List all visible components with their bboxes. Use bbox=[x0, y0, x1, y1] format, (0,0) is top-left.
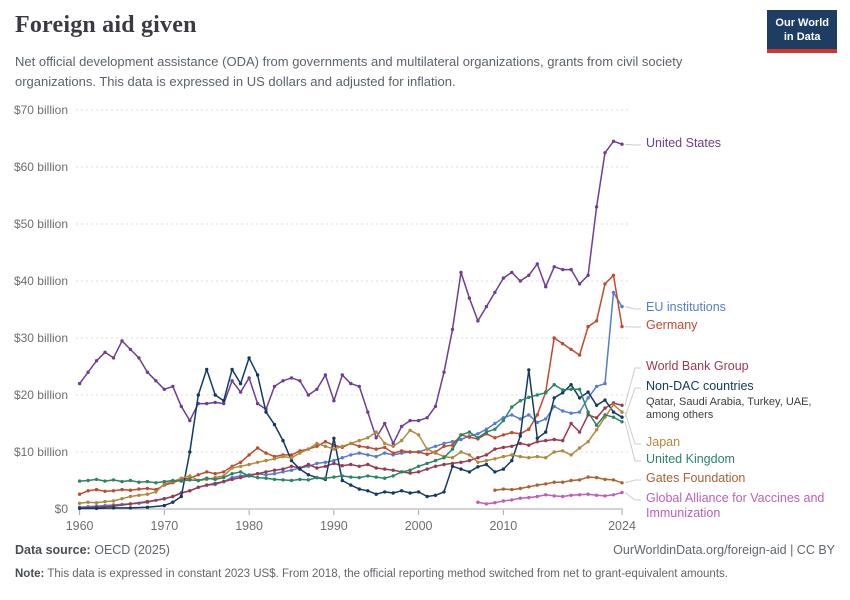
x-tick-label: 2000 bbox=[405, 519, 433, 533]
label-connector-united-states bbox=[624, 143, 641, 146]
series-label-germany[interactable]: Germany bbox=[646, 318, 698, 332]
series-label-united-kingdom[interactable]: United Kingdom bbox=[646, 452, 735, 466]
series-label-non-dac-countries[interactable]: Non-DAC countries Qatar, Saudi Arabia, Tu… bbox=[646, 379, 844, 422]
data-source: Data source: OECD (2025) bbox=[15, 543, 170, 557]
label-connector-global-alliance-for-vaccines-and-immunization bbox=[624, 492, 641, 501]
label-connector-gates-foundation bbox=[624, 479, 641, 484]
note-text: This data is expressed in constant 2023 … bbox=[47, 568, 728, 580]
note-label: Note: bbox=[15, 568, 45, 580]
owid-logo[interactable]: Our World in Data bbox=[767, 10, 837, 53]
label-connector-japan bbox=[624, 411, 641, 445]
y-tick-label: $10 billion bbox=[14, 445, 68, 459]
series-label-world-bank-group[interactable]: World Bank Group bbox=[646, 359, 749, 373]
y-tick-label: $50 billion bbox=[14, 217, 68, 231]
data-source-label: Data source: bbox=[15, 543, 91, 557]
label-connector-eu-institutions bbox=[624, 306, 641, 310]
series-label-global-alliance-for-vaccines-and-immunization[interactable]: Global Alliance for Vaccines and Immuniz… bbox=[646, 491, 825, 520]
logo-line-1: Our World bbox=[775, 17, 829, 29]
chart-subtitle: Net official development assistance (ODA… bbox=[15, 54, 683, 90]
x-tick-label: 1980 bbox=[235, 519, 263, 533]
series-line-global-alliance-for-vaccines-and-immunization[interactable] bbox=[477, 491, 623, 505]
series-label-japan[interactable]: Japan bbox=[646, 435, 681, 449]
series-label-gates-foundation[interactable]: Gates Foundation bbox=[646, 471, 746, 485]
chart-footer: Data source: OECD (2025) OurWorldinData.… bbox=[15, 543, 835, 582]
series-united-kingdom bbox=[77, 383, 624, 485]
chart-note: Note: This data is expressed in constant… bbox=[15, 566, 835, 582]
y-tick-label: $70 billion bbox=[14, 103, 68, 117]
series-label-eu-institutions[interactable]: EU institutions bbox=[646, 300, 726, 314]
data-source-value: OECD (2025) bbox=[94, 543, 170, 557]
series-line-non-dac-countries[interactable] bbox=[79, 357, 623, 510]
label-connector-united-kingdom bbox=[624, 421, 641, 462]
y-tick-label: $20 billion bbox=[14, 388, 68, 402]
series-line-eu-institutions[interactable] bbox=[79, 291, 623, 509]
credit-link[interactable]: OurWorldinData.org/foreign-aid | CC BY bbox=[613, 543, 835, 557]
y-tick-label: $30 billion bbox=[14, 331, 68, 345]
series-global-alliance-for-vaccines-and-immunization bbox=[476, 490, 624, 506]
series-line-united-states[interactable] bbox=[78, 140, 623, 445]
y-tick-label: $40 billion bbox=[14, 274, 68, 288]
x-tick-label: 1960 bbox=[66, 519, 94, 533]
logo-line-2: in Data bbox=[783, 31, 821, 44]
series-united-states bbox=[77, 139, 624, 446]
y-tick-label: $0 bbox=[55, 502, 69, 516]
x-tick-label: 2024 bbox=[608, 519, 636, 533]
label-connector-non-dac-countries bbox=[624, 387, 641, 418]
page-title: Foreign aid given bbox=[15, 12, 197, 38]
series-sublabel-non-dac-countries: Qatar, Saudi Arabia, Turkey, UAE, among … bbox=[646, 395, 812, 421]
x-tick-label: 2010 bbox=[489, 519, 517, 533]
x-tick-label: 1990 bbox=[320, 519, 348, 533]
series-gates-foundation bbox=[493, 475, 624, 492]
series-world-bank-group bbox=[77, 401, 624, 510]
y-tick-label: $60 billion bbox=[14, 160, 68, 174]
series-label-united-states[interactable]: United States bbox=[646, 136, 722, 150]
x-tick-label: 1970 bbox=[150, 519, 178, 533]
series-line-united-kingdom[interactable] bbox=[79, 383, 623, 484]
series-line-gates-foundation[interactable] bbox=[494, 476, 623, 491]
series-non-dac-countries bbox=[77, 356, 624, 511]
label-connector-world-bank-group bbox=[624, 367, 641, 406]
